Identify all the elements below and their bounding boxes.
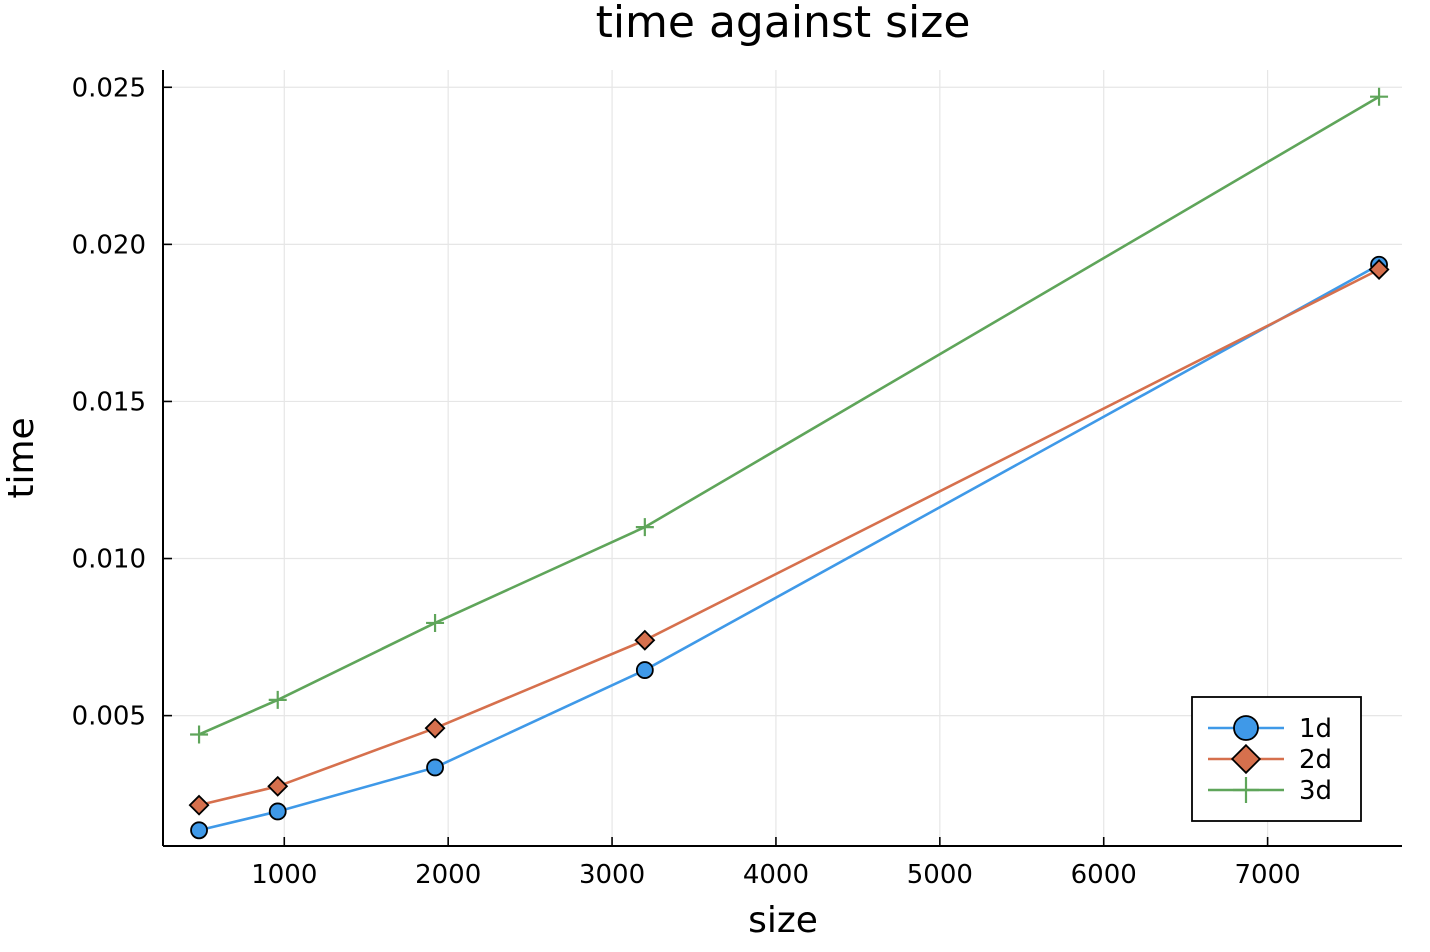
data-point-circle (268, 802, 287, 821)
y-tick-label: 0.020 (72, 230, 146, 260)
x-tick-label: 4000 (743, 860, 809, 890)
data-point-circle (190, 821, 208, 840)
series (188, 87, 1390, 840)
data-point-plus (1233, 777, 1259, 803)
data-point-circle (1233, 715, 1259, 741)
legend-label-2d: 2d (1299, 745, 1332, 775)
x-tick-label: 3000 (579, 860, 645, 890)
legend-label-3d: 3d (1299, 776, 1332, 806)
y-tick-label: 0.025 (72, 73, 146, 103)
y-tick-label: 0.005 (72, 702, 146, 732)
data-point-diamond (424, 717, 446, 739)
data-point-diamond (1368, 259, 1390, 280)
y-axis-title: time (1, 417, 42, 498)
chart-title: time against size (596, 0, 971, 48)
y-tick-label: 0.010 (72, 545, 146, 575)
x-tick-label: 2000 (415, 860, 481, 890)
x-tick-label: 5000 (907, 860, 973, 890)
y-tick-label: 0.015 (72, 387, 146, 417)
x-tick-label: 6000 (1071, 860, 1137, 890)
data-point-circle (426, 758, 444, 777)
data-point-plus (268, 690, 287, 709)
x-tick-label: 1000 (251, 860, 317, 890)
x-tick-label: 7000 (1235, 860, 1301, 890)
axes (162, 70, 1402, 847)
data-point-plus (426, 613, 445, 632)
data-point-diamond (1230, 743, 1262, 775)
grid (163, 70, 1402, 846)
data-point-plus (190, 725, 209, 744)
data-point-plus (1370, 87, 1389, 106)
legend-label-1d: 1d (1299, 714, 1332, 744)
data-point-diamond (188, 794, 210, 816)
data-point-diamond (267, 775, 289, 797)
ticks: 1000 2000 3000 4000 5000 6000 7000 0.005 0.010 0.… (72, 73, 1301, 890)
data-point-plus (635, 518, 654, 537)
data-point-diamond (634, 629, 656, 651)
data-point-circle (635, 661, 654, 679)
x-axis-title: size (748, 900, 818, 941)
